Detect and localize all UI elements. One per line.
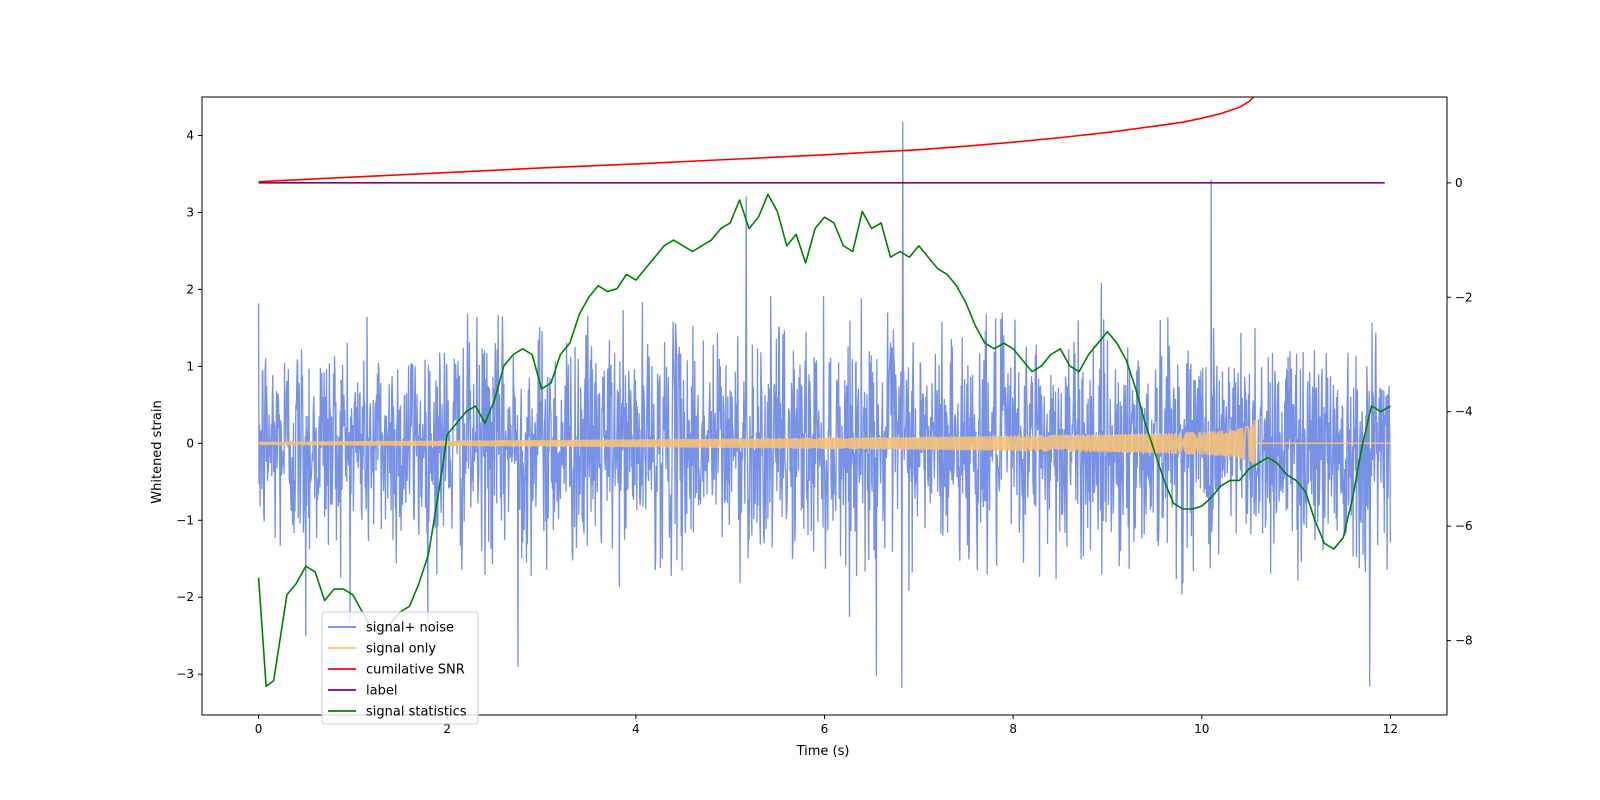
y-left-tick-label: −1 xyxy=(176,513,194,527)
legend-label: signal+ noise xyxy=(366,621,454,636)
x-tick-label: 6 xyxy=(821,722,829,736)
y-axis-left: −3 −2 −1 0 1 2 3 4 xyxy=(176,128,202,681)
y-right-tick-label: −2 xyxy=(1455,290,1473,304)
y-right-tick-label: −8 xyxy=(1455,634,1473,648)
plot-area xyxy=(257,97,1392,688)
x-tick-label: 10 xyxy=(1194,722,1209,736)
y-axis-left-label: Whitened strain xyxy=(150,400,165,503)
y-left-tick-label: 0 xyxy=(186,436,194,450)
y-left-tick-label: 4 xyxy=(186,128,194,142)
legend-label: cumilative SNR xyxy=(366,663,465,678)
legend-label: label xyxy=(366,684,397,699)
y-left-tick-label: −2 xyxy=(176,590,194,604)
x-tick-label: 8 xyxy=(1009,722,1017,736)
x-tick-label: 4 xyxy=(632,722,640,736)
y-left-tick-label: 3 xyxy=(186,205,194,219)
y-right-tick-label: −6 xyxy=(1455,519,1473,533)
y-left-tick-label: 1 xyxy=(186,359,194,373)
y-left-tick-label: −3 xyxy=(176,667,194,681)
series-line xyxy=(257,193,1391,688)
series-line xyxy=(258,97,1255,183)
legend-label: signal statistics xyxy=(366,705,467,720)
legend-label: signal only xyxy=(366,642,436,657)
x-tick-label: 2 xyxy=(443,722,451,736)
y-axis-right: −8 −6 −4 −2 0 xyxy=(1447,176,1473,648)
x-tick-label: 12 xyxy=(1383,722,1398,736)
y-left-tick-label: 2 xyxy=(186,282,194,296)
y-right-tick-label: −4 xyxy=(1455,405,1473,419)
x-tick-label: 0 xyxy=(255,722,263,736)
legend: signal+ noise signal only cumilative SNR la… xyxy=(321,611,479,725)
x-axis-label: Time (s) xyxy=(796,744,850,759)
series-line xyxy=(257,419,1391,465)
legend-box xyxy=(321,611,479,725)
y-right-tick-label: 0 xyxy=(1455,176,1463,190)
